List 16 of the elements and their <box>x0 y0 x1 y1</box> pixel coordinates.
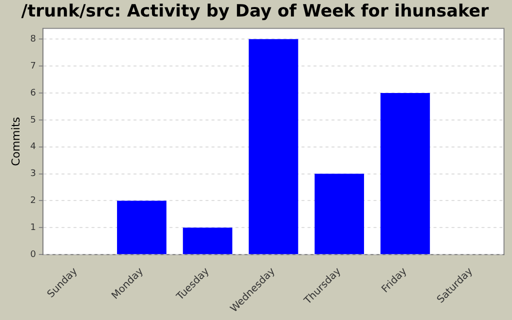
y-tick-label: 5 <box>30 115 36 126</box>
y-tick-label: 6 <box>30 88 36 98</box>
y-tick-label: 8 <box>30 34 36 45</box>
bar <box>314 174 364 254</box>
y-tick-label: 2 <box>30 196 36 206</box>
bar <box>117 200 166 254</box>
bar <box>182 228 232 254</box>
y-tick-label: 3 <box>30 169 36 180</box>
y-tick-label: 1 <box>30 222 36 233</box>
y-tick-label: 7 <box>30 61 36 72</box>
bar <box>248 39 298 254</box>
y-tick-label: 4 <box>30 142 36 152</box>
bar <box>380 93 430 254</box>
chart-title: /trunk/src: Activity by Day of Week for ihunsaker <box>21 2 490 22</box>
y-axis-title: Commits <box>9 116 22 166</box>
y-tick-label: 0 <box>30 250 36 260</box>
